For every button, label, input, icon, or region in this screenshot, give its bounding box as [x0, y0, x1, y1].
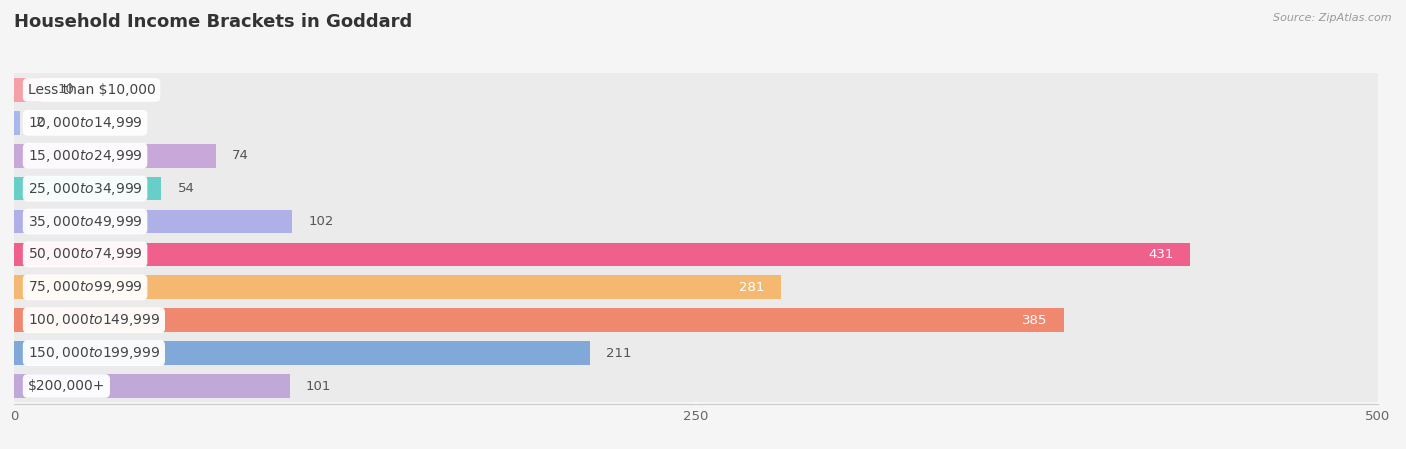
Text: 2: 2: [37, 116, 45, 129]
Bar: [14, 341, 589, 365]
Text: 211: 211: [606, 347, 631, 360]
Bar: [14, 276, 780, 299]
Bar: [14, 144, 217, 167]
Text: $100,000 to $149,999: $100,000 to $149,999: [28, 312, 160, 328]
Bar: [14, 210, 292, 233]
Bar: [14, 172, 1378, 205]
Bar: [14, 106, 1378, 139]
Bar: [14, 238, 1378, 271]
Text: 54: 54: [177, 182, 194, 195]
Bar: [14, 370, 1378, 402]
Text: $200,000+: $200,000+: [28, 379, 105, 393]
Text: 385: 385: [1022, 314, 1047, 327]
Bar: [14, 111, 20, 135]
Text: Household Income Brackets in Goddard: Household Income Brackets in Goddard: [14, 13, 412, 31]
Bar: [14, 337, 1378, 370]
Bar: [14, 177, 162, 200]
Bar: [14, 74, 1378, 106]
Bar: [14, 205, 1378, 238]
Text: Less than $10,000: Less than $10,000: [28, 83, 156, 97]
Bar: [14, 374, 290, 398]
Bar: [14, 242, 1189, 266]
Text: $15,000 to $24,999: $15,000 to $24,999: [28, 148, 142, 164]
Text: $50,000 to $74,999: $50,000 to $74,999: [28, 247, 142, 262]
Text: $10,000 to $14,999: $10,000 to $14,999: [28, 115, 142, 131]
Text: $75,000 to $99,999: $75,000 to $99,999: [28, 279, 142, 295]
Bar: [14, 271, 1378, 304]
Text: $150,000 to $199,999: $150,000 to $199,999: [28, 345, 160, 361]
Text: 101: 101: [307, 379, 332, 392]
Bar: [14, 308, 1064, 332]
Bar: [14, 78, 41, 102]
Text: 10: 10: [58, 84, 75, 97]
Text: 74: 74: [232, 149, 249, 162]
Text: $25,000 to $34,999: $25,000 to $34,999: [28, 180, 142, 197]
Text: Source: ZipAtlas.com: Source: ZipAtlas.com: [1274, 13, 1392, 23]
Bar: [14, 304, 1378, 337]
Bar: [14, 139, 1378, 172]
Text: 102: 102: [309, 215, 335, 228]
Text: 431: 431: [1147, 248, 1173, 261]
Text: 281: 281: [738, 281, 765, 294]
Text: $35,000 to $49,999: $35,000 to $49,999: [28, 214, 142, 229]
